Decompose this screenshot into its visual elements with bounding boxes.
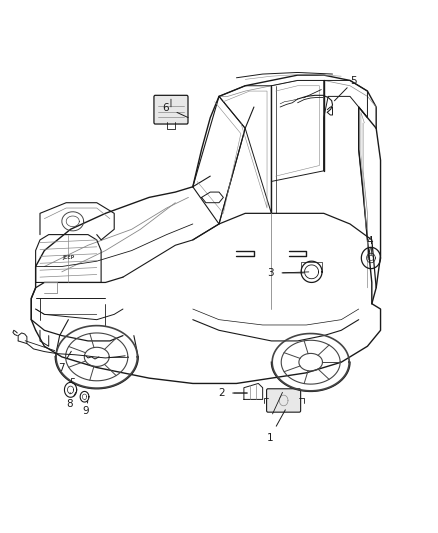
Text: 9: 9 [82, 406, 89, 416]
Text: 5: 5 [350, 77, 357, 86]
FancyBboxPatch shape [267, 389, 300, 412]
Text: 7: 7 [58, 362, 64, 373]
Text: 6: 6 [162, 103, 169, 113]
Text: JEEP: JEEP [62, 255, 74, 261]
Text: 4: 4 [366, 236, 373, 246]
Text: 8: 8 [67, 399, 73, 409]
Text: 2: 2 [218, 388, 225, 398]
Text: 1: 1 [267, 433, 274, 443]
FancyBboxPatch shape [154, 95, 188, 124]
Text: 3: 3 [267, 268, 274, 278]
